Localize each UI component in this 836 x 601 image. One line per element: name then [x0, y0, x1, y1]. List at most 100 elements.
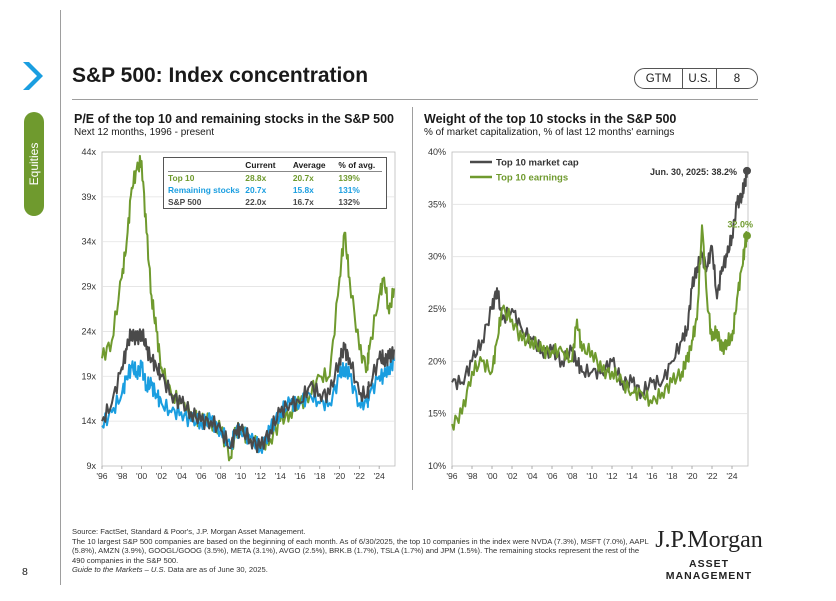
gtm-pill: GTM U.S. 8 — [634, 68, 758, 89]
table-row: Remaining stocks 20.7x 15.8x 131% — [168, 184, 382, 196]
footnote-source: Source: FactSet, Standard & Poor's, J.P.… — [72, 527, 306, 536]
y-tick-label: 14x — [81, 416, 96, 426]
y-tick-label: 9x — [86, 461, 96, 471]
x-tick-label: '06 — [546, 471, 557, 481]
table-row: Top 10 28.8x 20.7x 139% — [168, 172, 382, 184]
x-tick-label: '00 — [136, 471, 147, 481]
y-tick-label: 44x — [81, 147, 96, 157]
x-tick-label: '22 — [706, 471, 717, 481]
table-header-pct: % of avg. — [338, 160, 376, 170]
footnote-guide-title: Guide to the Markets – U.S. — [72, 565, 166, 574]
end-label-earnings: 32.0% — [727, 220, 753, 230]
table-cell: 139% — [338, 173, 360, 183]
pe-line-chart: 9x 14x 19x 24x 29x 34x 39x 44x '96 '98 '00 '02 '04 '0… — [81, 147, 396, 481]
x-tick-label: '96 — [446, 471, 457, 481]
table-row-label: S&P 500 — [168, 197, 202, 207]
table-row: S&P 500 22.0x 16.7x 132% — [168, 196, 382, 208]
y-tick-label: 24x — [81, 326, 96, 336]
y-tick-label: 34x — [81, 237, 96, 247]
table-cell: 131% — [338, 185, 360, 195]
x-tick-label: '20 — [334, 471, 345, 481]
x-tick-label: '08 — [566, 471, 577, 481]
x-tick-label: '14 — [275, 471, 286, 481]
x-tick-label: '18 — [666, 471, 677, 481]
x-tick-label: '14 — [626, 471, 637, 481]
table-cell: 16.7x — [292, 197, 314, 207]
table-header-blank — [168, 160, 245, 170]
y-tick-label: 40% — [428, 147, 446, 157]
x-tick-label: '16 — [294, 471, 305, 481]
plot-frame — [101, 151, 396, 467]
end-marker-earnings — [743, 231, 751, 240]
pill-gtm: GTM — [635, 69, 683, 88]
section-tab[interactable]: Equities — [24, 112, 44, 216]
x-tick-label: '10 — [235, 471, 246, 481]
table-row-label: Remaining stocks — [168, 185, 240, 195]
x-tick-label: '24 — [374, 471, 385, 481]
jpmorgan-logo: J.P.Morgan ASSET MANAGEMENT — [654, 527, 764, 582]
x-tick-label: '12 — [606, 471, 617, 481]
x-tick-label: '22 — [354, 471, 365, 481]
footnote-guide: Guide to the Markets – U.S. Data are as … — [72, 565, 652, 575]
x-tick-label: '12 — [255, 471, 266, 481]
section-label: Equities — [27, 142, 41, 186]
page-title: S&P 500: Index concentration — [72, 64, 369, 87]
y-tick-label: 15% — [428, 409, 446, 419]
pill-region: U.S. — [683, 69, 717, 88]
x-tick-label: '18 — [314, 471, 325, 481]
x-tick-label: '00 — [486, 471, 497, 481]
x-tick-label: '98 — [466, 471, 477, 481]
table-cell: 15.8x — [292, 185, 314, 195]
table-cell: 132% — [338, 197, 360, 207]
pe-summary-table: Current Average % of avg. Top 10 28.8x 20.… — [163, 157, 387, 209]
y-tick-label: 39x — [81, 192, 96, 202]
y-tick-label: 35% — [428, 199, 446, 209]
table-row-label: Top 10 — [168, 173, 195, 183]
table-header-row: Current Average % of avg. — [168, 160, 382, 172]
page-number: 8 — [22, 566, 28, 578]
y-tick-label: 25% — [428, 304, 446, 314]
y-tick-label: 20% — [428, 356, 446, 366]
left-rule — [60, 10, 61, 585]
left-chart-subtitle: Next 12 months, 1996 - present — [74, 127, 215, 138]
end-label-cap: Jun. 30, 2025: 38.2% — [650, 167, 737, 177]
x-tick-label: '98 — [116, 471, 127, 481]
y-tick-label: 10% — [428, 461, 446, 471]
y-tick-label: 19x — [81, 371, 96, 381]
x-tick-label: '04 — [176, 471, 187, 481]
series-line-top-10-earnings — [451, 224, 748, 431]
chart-divider — [412, 107, 413, 490]
right-chart-subtitle: % of market capitalization, % of last 12… — [424, 127, 675, 138]
table-cell: 22.0x — [245, 197, 267, 207]
x-tick-label: '08 — [215, 471, 226, 481]
x-tick-label: '06 — [195, 471, 206, 481]
title-underline — [72, 99, 758, 100]
legend-label: Top 10 market cap — [496, 158, 579, 169]
legend-label: Top 10 earnings — [496, 173, 568, 184]
logo-wordmark: J.P.Morgan — [655, 527, 763, 553]
logo-subtext: ASSET MANAGEMENT — [665, 558, 753, 582]
table-header-average: Average — [292, 160, 326, 170]
right-chart-title: Weight of the top 10 stocks in the S&P 5… — [424, 112, 677, 126]
footnote: Source: FactSet, Standard & Poor's, J.P.… — [72, 527, 652, 575]
x-tick-label: '04 — [526, 471, 537, 481]
series-line-s-p-500 — [101, 328, 395, 454]
y-tick-label: 30% — [428, 252, 446, 262]
x-tick-label: '10 — [586, 471, 597, 481]
table-header-current: Current — [245, 160, 276, 170]
chevron-right-icon — [23, 62, 43, 90]
x-tick-label: '16 — [646, 471, 657, 481]
pill-page: 8 — [733, 72, 741, 85]
end-marker-cap — [743, 166, 751, 175]
y-tick-label: 29x — [81, 282, 96, 292]
x-tick-label: '20 — [686, 471, 697, 481]
x-tick-label: '02 — [506, 471, 517, 481]
table-cell: 28.8x — [245, 173, 267, 183]
footnote-guide-text: Data are as of June 30, 2025. — [165, 565, 268, 574]
table-cell: 20.7x — [292, 173, 314, 183]
footnote-detail: The 10 largest S&P 500 companies are bas… — [72, 536, 649, 565]
x-tick-label: '02 — [156, 471, 167, 481]
x-tick-label: '96 — [96, 471, 107, 481]
table-cell: 20.7x — [245, 185, 267, 195]
x-tick-label: '24 — [726, 471, 737, 481]
